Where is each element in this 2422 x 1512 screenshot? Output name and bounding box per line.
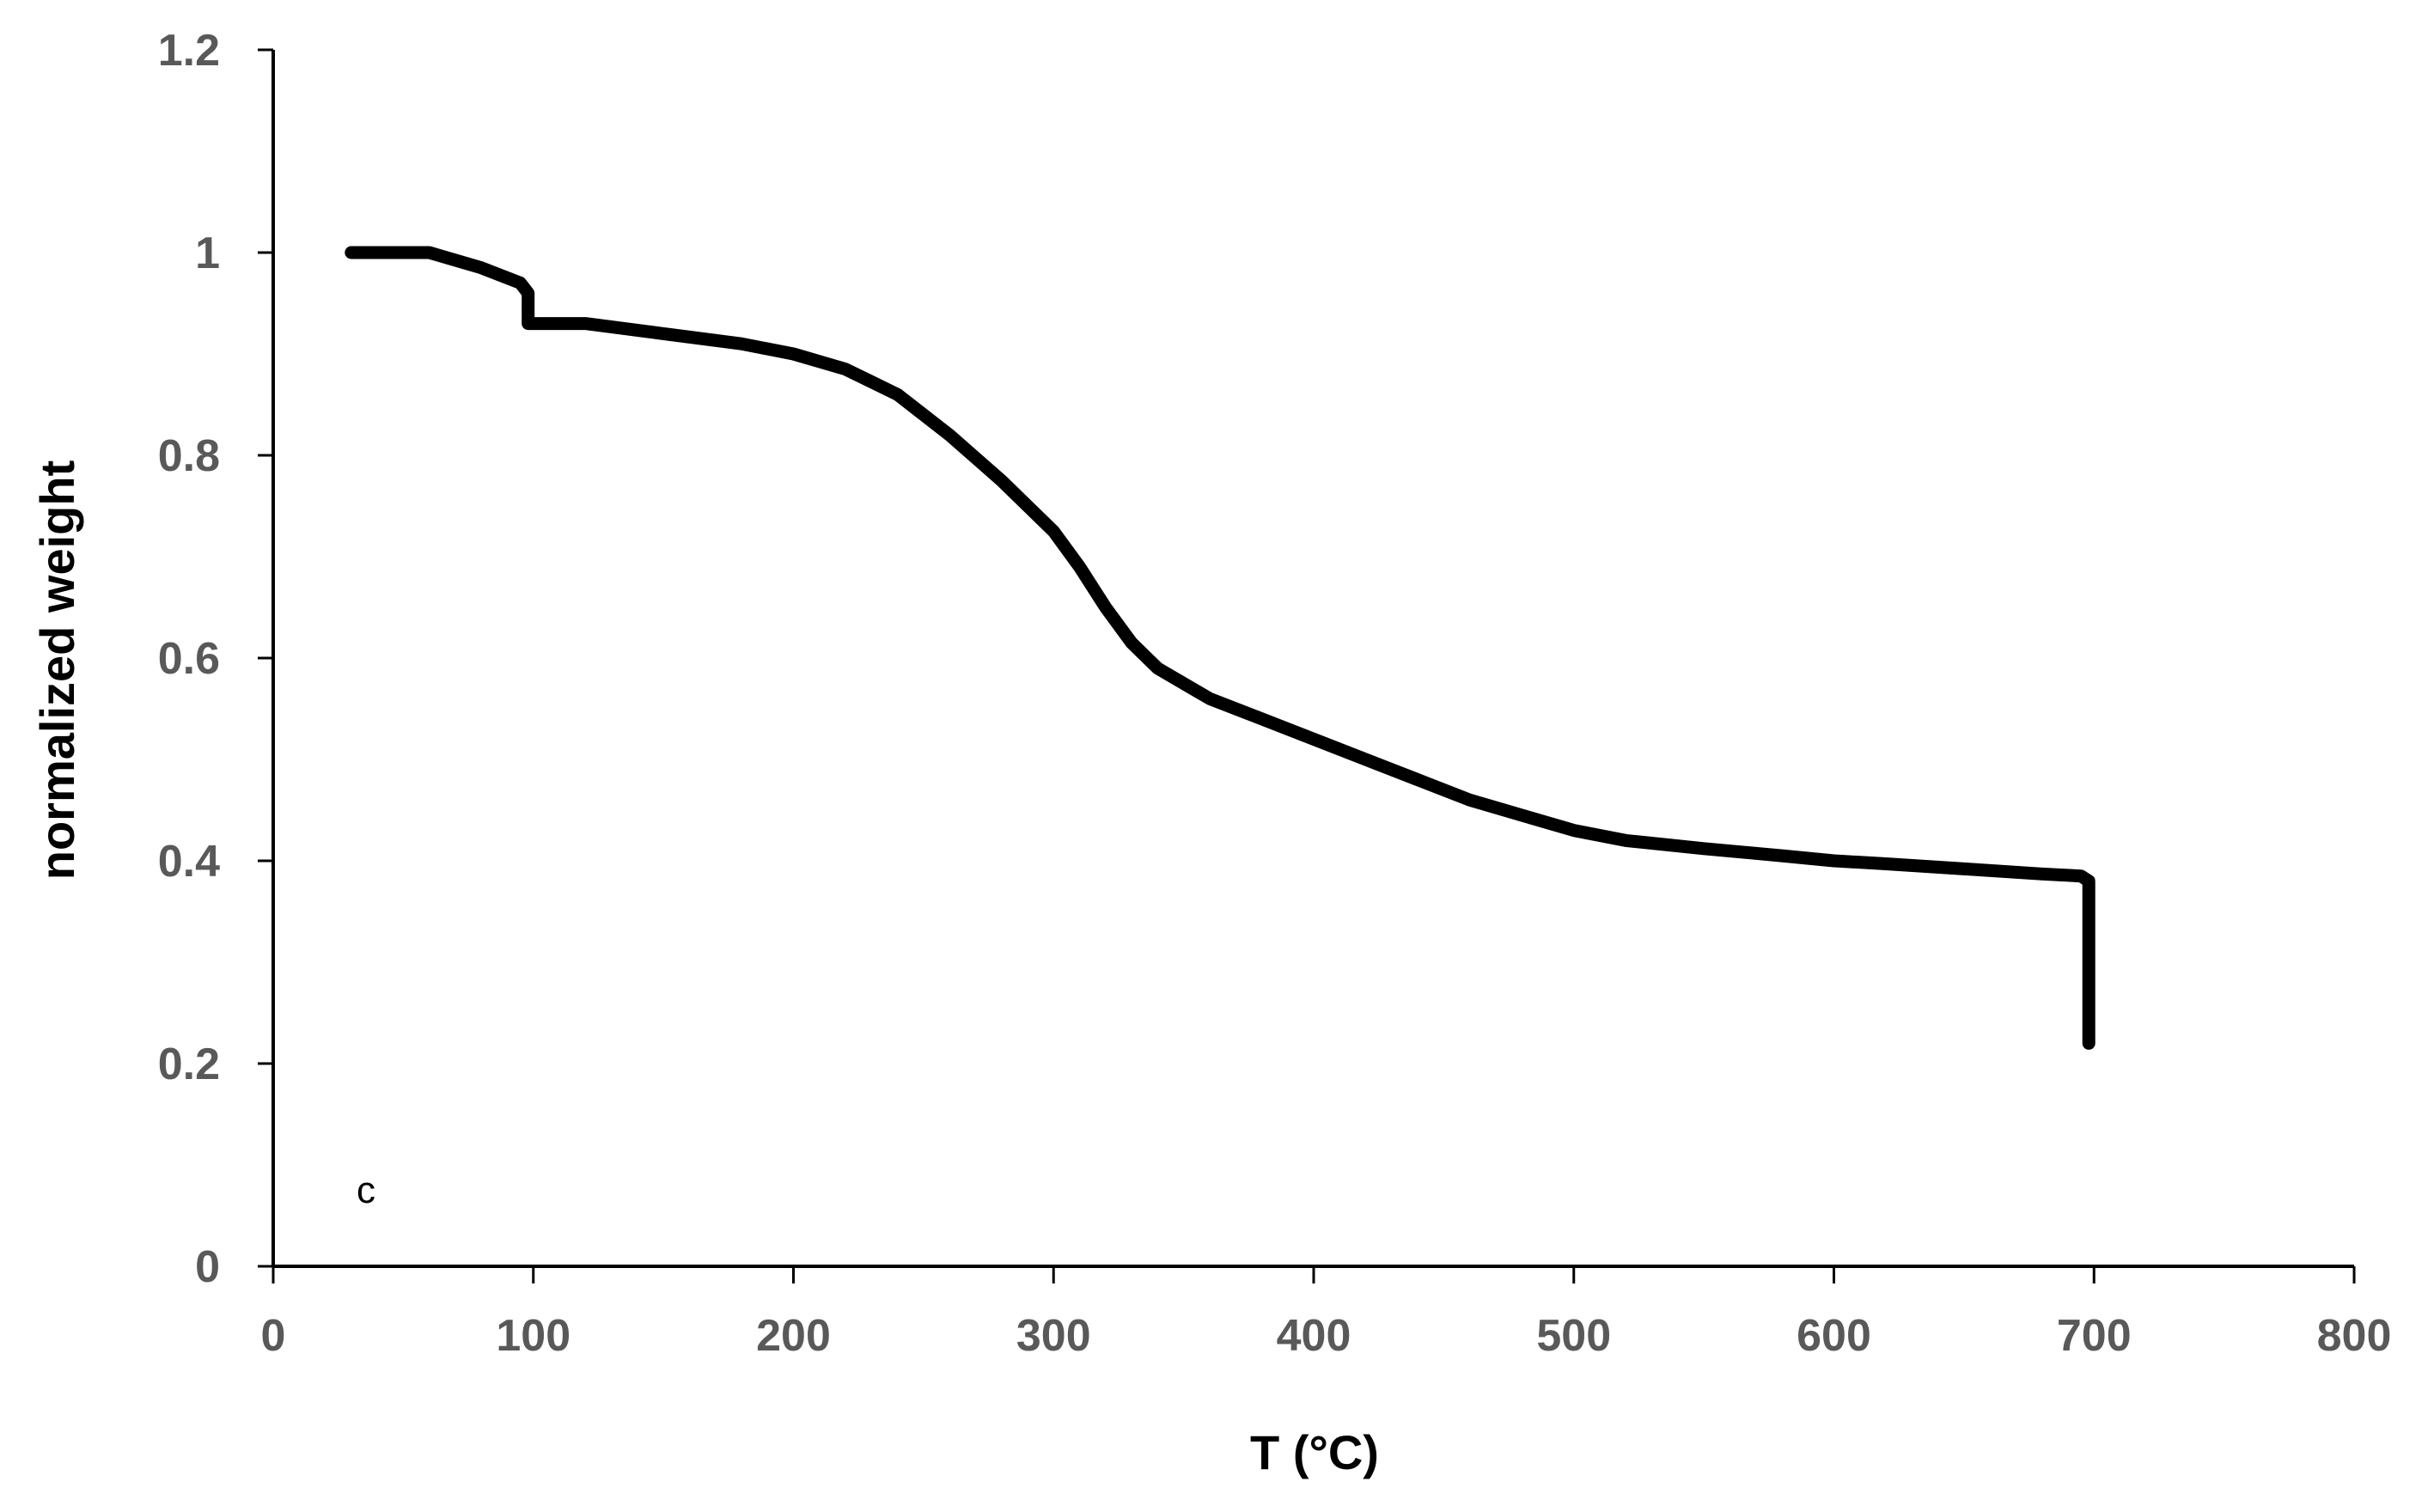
x-tick-label: 0 <box>261 1311 286 1361</box>
y-tick-label: 0.4 <box>158 837 220 887</box>
x-tick-label: 600 <box>1797 1311 1871 1361</box>
y-tick-label: 1 <box>195 229 220 278</box>
axes <box>271 50 2354 1268</box>
ticks: 0 100 200 300 400 500 600 700 800 0 0.2 0.4 0.6 0.8 1 1… <box>158 26 2392 1361</box>
x-tick-label: 100 <box>496 1311 570 1361</box>
x-tick-label: 800 <box>2317 1311 2392 1361</box>
y-tick-label: 0.6 <box>158 634 220 684</box>
x-tick-label: 400 <box>1277 1311 1351 1361</box>
y-tick-label: 1.2 <box>158 26 220 76</box>
y-tick-label: 0 <box>195 1242 220 1292</box>
y-tick-label: 0.8 <box>158 431 220 481</box>
series-line <box>345 246 2096 1050</box>
annotation-label: c <box>357 1169 375 1211</box>
y-tick-label: 0.2 <box>158 1040 220 1089</box>
x-tick-label: 300 <box>1016 1311 1091 1361</box>
series-layer <box>345 246 2096 1050</box>
x-axis-title: T (°C) <box>1250 1425 1379 1479</box>
x-tick-label: 700 <box>2057 1311 2132 1361</box>
x-tick-label: 200 <box>756 1311 831 1361</box>
y-axis-title: normalized weight <box>30 460 84 881</box>
x-tick-label: 500 <box>1536 1311 1611 1361</box>
